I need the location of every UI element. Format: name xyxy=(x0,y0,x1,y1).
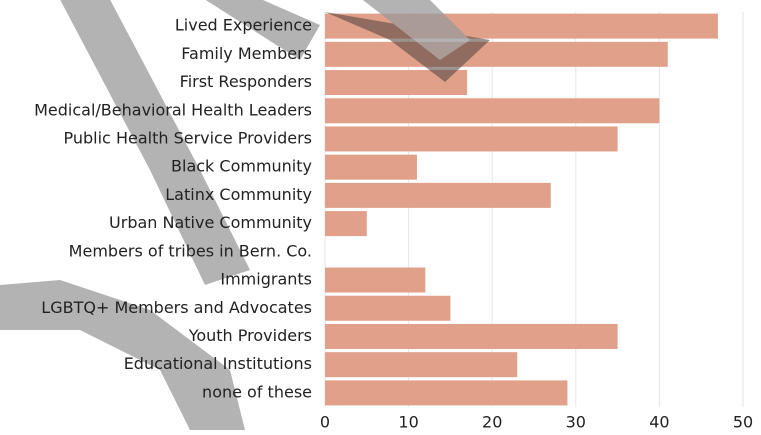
bar xyxy=(325,323,618,349)
x-tick-label: 50 xyxy=(733,413,753,432)
y-tick-label: none of these xyxy=(202,382,312,401)
bar xyxy=(325,41,668,67)
bar xyxy=(325,154,417,180)
y-tick-label: Youth Providers xyxy=(188,326,312,345)
bar xyxy=(325,182,551,208)
bar-layer xyxy=(325,13,718,406)
y-tick-label: Members of tribes in Bern. Co. xyxy=(69,241,312,260)
bar xyxy=(325,126,618,152)
scribble xyxy=(0,280,245,430)
bar xyxy=(325,352,518,378)
overlay xyxy=(0,0,490,430)
y-tick-label: Family Members xyxy=(181,44,312,63)
bar xyxy=(325,295,451,321)
y-tick-label: Latinx Community xyxy=(165,185,312,204)
y-tick-label: Black Community xyxy=(171,157,312,176)
y-tick-label: First Responders xyxy=(180,72,312,91)
x-tick-label: 40 xyxy=(649,413,669,432)
bar xyxy=(325,380,568,406)
y-tick-label: LGBTQ+ Members and Advocates xyxy=(41,298,312,317)
x-tick-label: 20 xyxy=(482,413,502,432)
scribble xyxy=(205,0,320,60)
bar xyxy=(325,211,367,237)
x-tick-label: 0 xyxy=(320,413,330,432)
bar xyxy=(325,98,660,124)
x-tick-label: 30 xyxy=(566,413,586,432)
x-tick-label: 10 xyxy=(398,413,418,432)
y-tick-label: Educational Institutions xyxy=(124,354,312,373)
scribble xyxy=(60,0,250,285)
scribble xyxy=(325,12,490,82)
y-tick-label: Lived Experience xyxy=(175,16,312,35)
y-tick-label: Immigrants xyxy=(220,270,312,289)
y-tick-label: Urban Native Community xyxy=(109,213,312,232)
scribble xyxy=(362,0,470,60)
bar xyxy=(325,267,426,293)
y-tick-label: Medical/Behavioral Health Leaders xyxy=(34,100,312,119)
y-tick-label: Public Health Service Providers xyxy=(64,128,313,147)
